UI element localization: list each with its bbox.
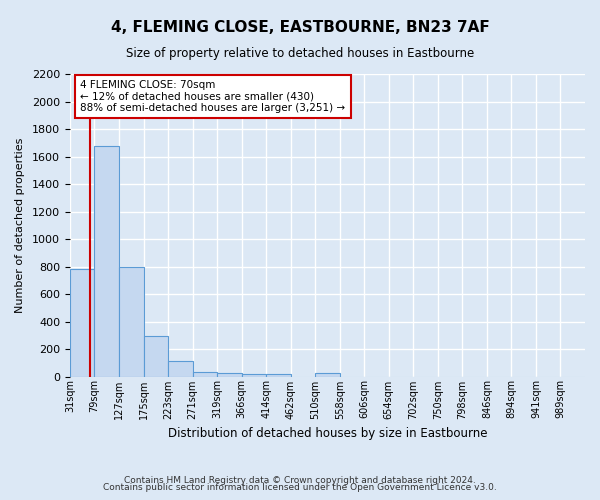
Bar	[315, 373, 340, 376]
Bar	[70, 270, 94, 376]
Bar	[168, 362, 193, 376]
Bar	[143, 336, 168, 376]
X-axis label: Distribution of detached houses by size in Eastbourne: Distribution of detached houses by size …	[168, 427, 487, 440]
Y-axis label: Number of detached properties: Number of detached properties	[15, 138, 25, 313]
Bar	[266, 374, 290, 376]
Text: Contains HM Land Registry data © Crown copyright and database right 2024.: Contains HM Land Registry data © Crown c…	[124, 476, 476, 485]
Bar	[193, 372, 217, 376]
Bar	[94, 146, 119, 376]
Bar	[217, 374, 242, 376]
Bar	[119, 267, 143, 376]
Bar	[242, 374, 266, 376]
Text: Contains public sector information licensed under the Open Government Licence v3: Contains public sector information licen…	[103, 484, 497, 492]
Text: 4 FLEMING CLOSE: 70sqm
← 12% of detached houses are smaller (430)
88% of semi-de: 4 FLEMING CLOSE: 70sqm ← 12% of detached…	[80, 80, 346, 114]
Text: 4, FLEMING CLOSE, EASTBOURNE, BN23 7AF: 4, FLEMING CLOSE, EASTBOURNE, BN23 7AF	[110, 20, 490, 35]
Text: Size of property relative to detached houses in Eastbourne: Size of property relative to detached ho…	[126, 48, 474, 60]
